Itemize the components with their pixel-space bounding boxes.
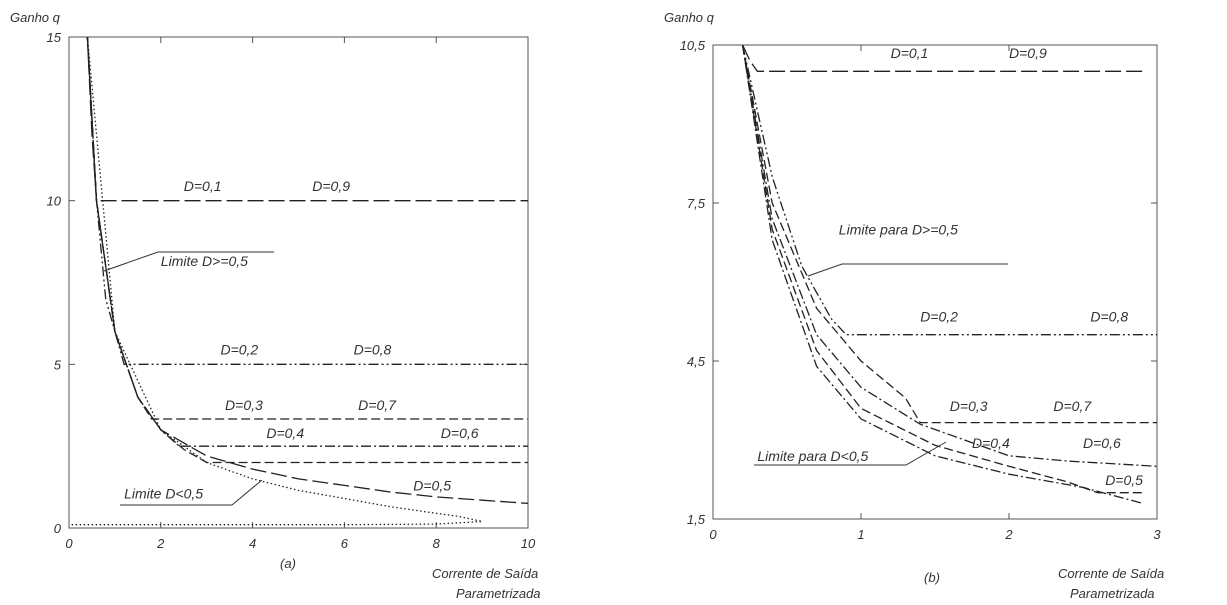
leader-limite-lt-b [754,441,947,466]
series-group-b [741,44,1158,504]
annotation-a-0: D=0,1 [184,178,222,194]
annotation-b-9: Limite para D<0,5 [757,448,868,464]
x-tick-label-a-0: 0 [65,536,73,551]
x-tick-label-b-2: 2 [1004,527,1013,542]
xlabel-a-line2: Parametrizada [456,586,541,601]
y-tick-label-a-1: 5 [54,357,62,372]
annotation-a-1: D=0,9 [312,178,350,194]
series-line-a-6 [69,36,483,526]
y-tick-label-b-0: 1,5 [687,512,706,527]
axis-ticks-b: 0 1 2 3 1,5 4,5 7,5 10,5 [680,38,1162,542]
x-tick-label-b-0: 0 [709,527,717,542]
annotation-a-3: D=0,2 [220,342,258,358]
annotation-a-2: Limite D>=0,5 [161,253,248,269]
series-line-b-4 [741,44,1143,494]
axis-ticks-a: 0 2 4 6 8 10 0 5 10 15 [47,30,536,551]
plot-frame-a [68,36,529,529]
annotation-b-8: D=0,6 [1083,435,1121,451]
series-line-b-1 [741,44,1157,336]
panel-label-b: (b) [924,570,940,585]
x-tick-label-b-1: 1 [857,527,864,542]
series-line-a-4 [86,36,528,464]
x-tick-label-a-3: 6 [341,536,349,551]
annotation-b-10: D=0,5 [1105,472,1143,488]
annotation-a-5: D=0,3 [225,397,263,413]
annotation-a-4: D=0,8 [354,342,392,358]
annotation-b-6: D=0,7 [1053,398,1092,414]
annotation-a-9: D=0,5 [413,477,451,493]
annotation-b-2: Limite para D>=0,5 [839,222,958,238]
leader-limite-lt-a [120,479,263,506]
series-line-b-5 [741,44,1143,504]
annotation-a-10: Limite D<0,5 [124,486,203,502]
annotation-a-8: D=0,6 [441,425,479,441]
series-line-a-2 [86,36,528,420]
series-group-a [69,36,529,526]
series-line-a-5 [86,36,529,505]
x-tick-label-a-2: 4 [249,536,256,551]
x-tick-label-a-1: 2 [156,536,165,551]
annotation-b-3: D=0,2 [920,309,958,325]
leader-limite-ge-b [807,263,1008,277]
annotation-b-4: D=0,8 [1090,309,1128,325]
series-line-a-3 [86,36,528,447]
annotation-b-1: D=0,9 [1009,45,1047,61]
panel-label-a: (a) [280,556,296,571]
chart-b: Ganho q (b) Corrente de Saída Parametriz… [664,10,1164,601]
y-tick-label-a-2: 10 [47,194,62,209]
annotation-a-6: D=0,7 [358,397,397,413]
annotation-a-7: D=0,4 [266,425,304,441]
ylabel-a: Ganho q [10,10,61,25]
annotation-b-5: D=0,3 [950,398,988,414]
series-line-b-3 [741,44,1158,467]
xlabel-b-line2: Parametrizada [1070,586,1155,601]
annotation-b-0: D=0,1 [891,45,929,61]
y-tick-label-b-2: 7,5 [687,196,706,211]
y-tick-label-b-1: 4,5 [687,354,706,369]
series-line-b-0 [742,44,1143,72]
y-tick-label-a-0: 0 [54,521,62,536]
leader-limite-ge-a [103,251,274,272]
x-tick-label-b-3: 3 [1153,527,1161,542]
annotations-b: D=0,1 D=0,9 Limite para D>=0,5 D=0,2 D=0,8 D=… [754,45,1143,488]
series-line-a-0 [86,36,528,202]
ylabel-b: Ganho q [664,10,715,25]
xlabel-b-line1: Corrente de Saída [1058,566,1164,581]
plot-frame-b [712,44,1158,520]
x-tick-label-a-4: 8 [433,536,441,551]
y-tick-label-a-3: 15 [47,30,62,45]
chart-a: Ganho q (a) Corrente de Saída Parametriz… [10,10,541,601]
series-line-b-2 [741,44,1157,424]
xlabel-a-line1: Corrente de Saída [432,566,538,581]
x-tick-label-a-5: 10 [521,536,536,551]
y-tick-label-b-3: 10,5 [680,38,706,53]
annotation-b-7: D=0,4 [972,435,1010,451]
